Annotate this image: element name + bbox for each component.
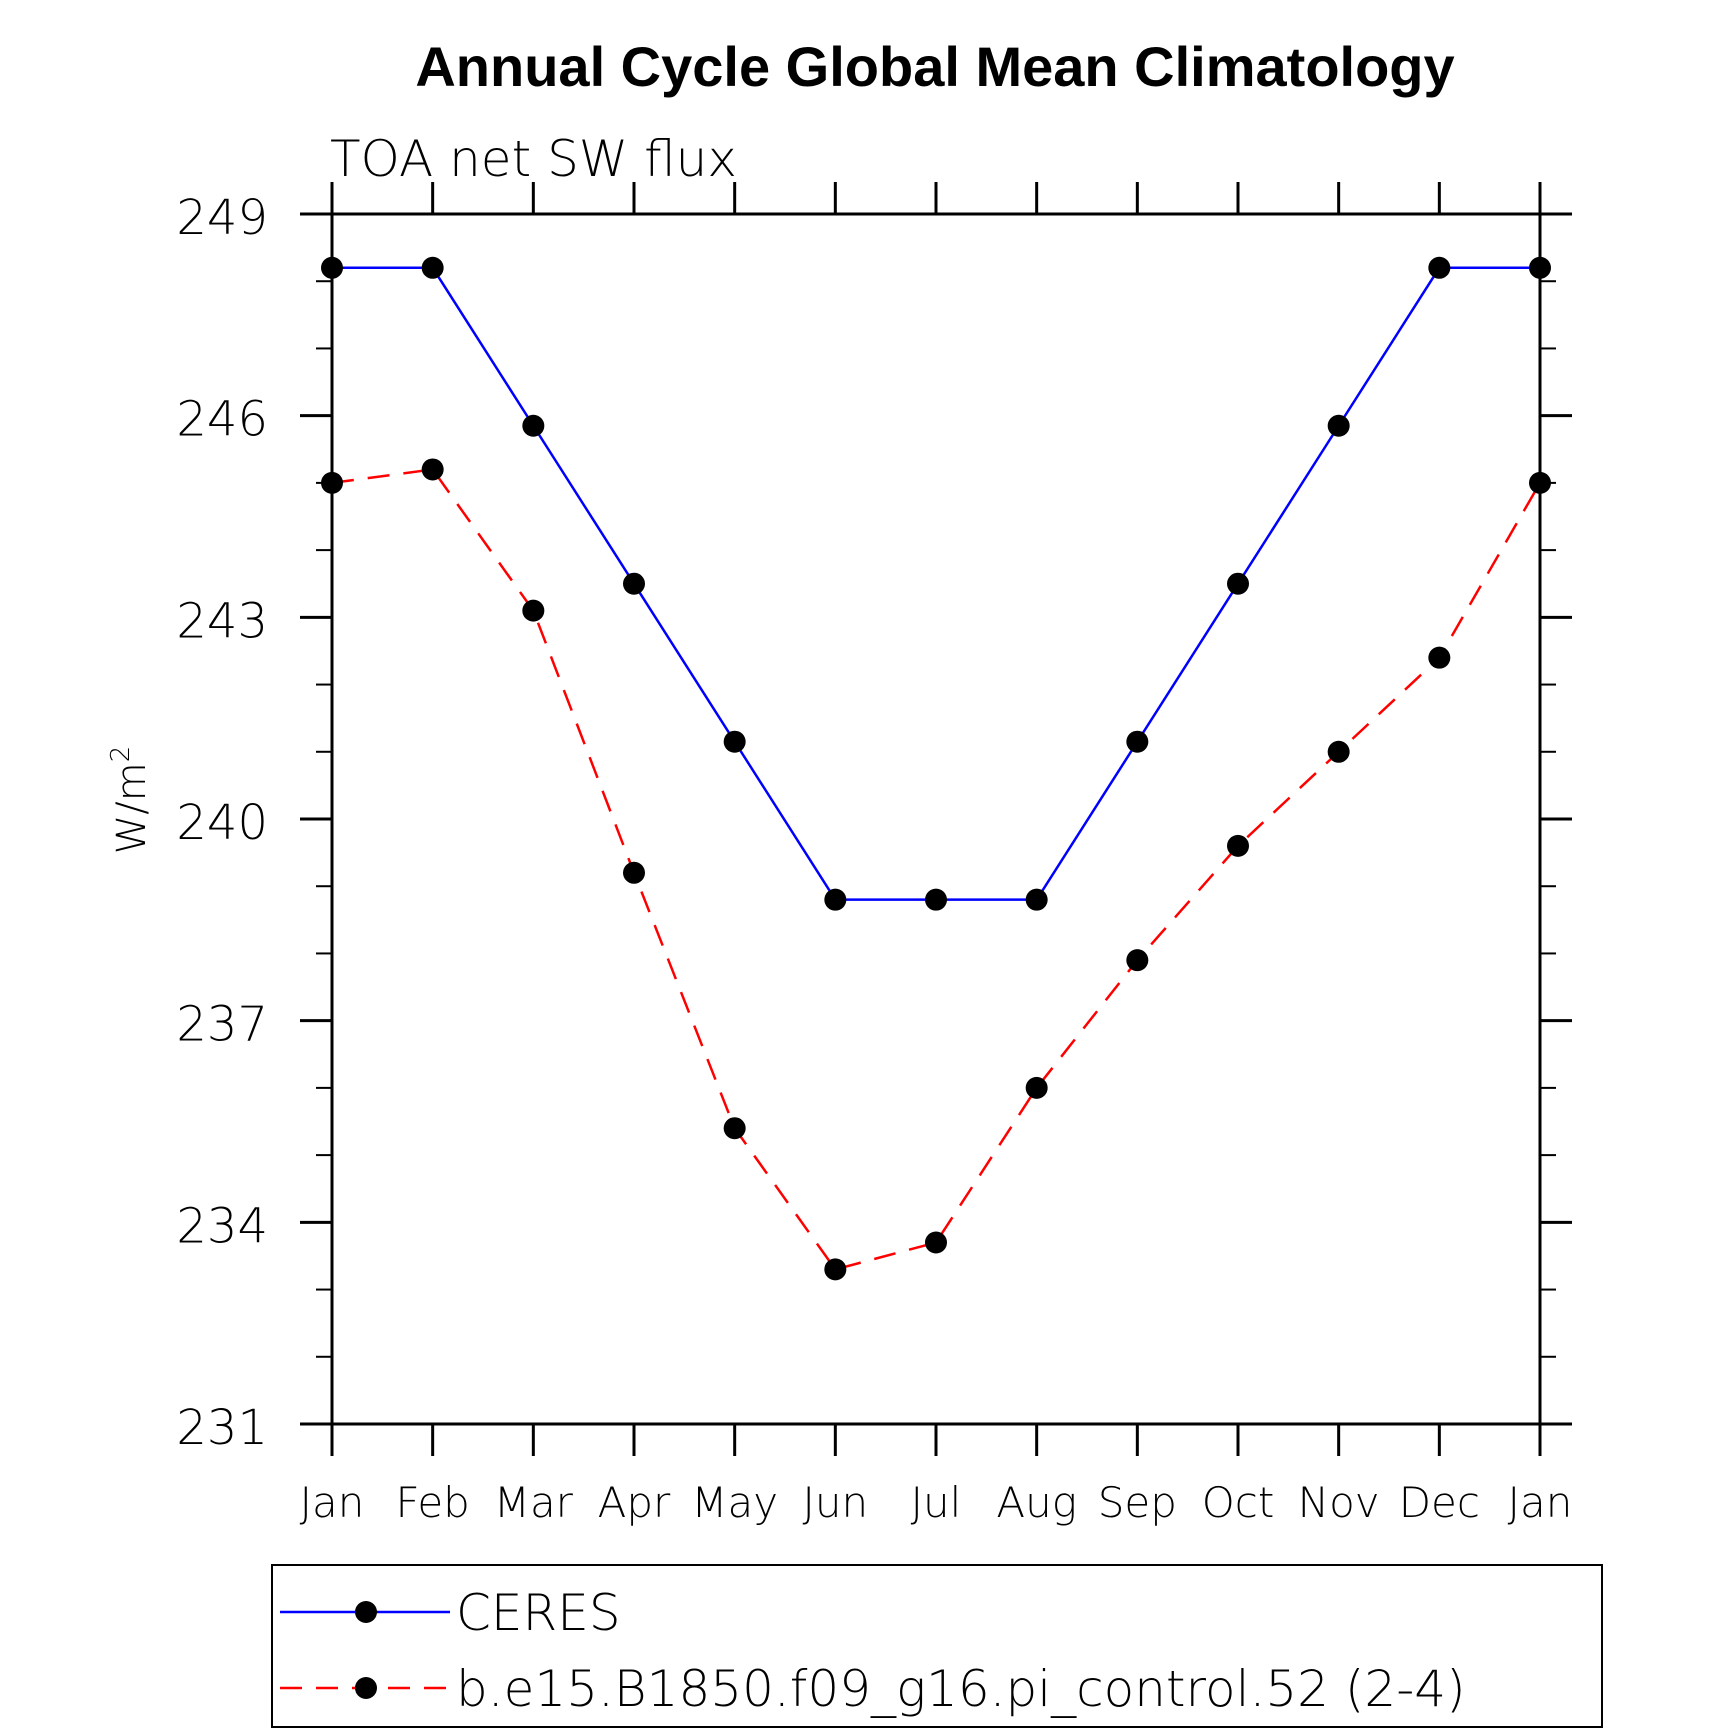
x-tick-label: Nov — [1298, 1478, 1380, 1527]
data-point-0-6 — [925, 888, 947, 911]
data-point-1-11 — [1428, 646, 1451, 669]
x-tick-label: Mar — [494, 1478, 574, 1527]
data-point-1-1 — [421, 458, 444, 481]
data-point-1-5 — [824, 1258, 847, 1281]
legend-label-1: b.e15.B1850.f09_g16.pi_control.52 (2-4) — [456, 1660, 1466, 1718]
y-axis-label-text: W/m — [109, 762, 155, 854]
data-point-1-7 — [1025, 1076, 1048, 1099]
x-tick-label: Aug — [996, 1478, 1077, 1527]
data-point-1-6 — [925, 1231, 947, 1254]
y-tick-label: 231 — [176, 1400, 268, 1456]
series-lines — [331, 266, 1542, 1271]
x-tick-label: Jan — [1508, 1478, 1573, 1527]
legend-marker-1 — [355, 1677, 377, 1699]
data-point-0-11 — [1428, 256, 1451, 279]
legend-marker-0 — [355, 1601, 377, 1623]
data-point-1-10 — [1327, 740, 1350, 763]
axis-ticks — [300, 182, 1572, 1456]
data-point-0-5 — [824, 888, 847, 911]
chart-subtitle: TOA net SW flux — [330, 130, 737, 188]
y-tick-label: 243 — [176, 593, 268, 649]
y-tick-label: 234 — [176, 1198, 268, 1254]
x-tick-labels: Jan Feb Mar Apr May Jun Jul Aug Sep Oct Nov Dec Jan — [300, 1478, 1573, 1527]
y-axis-label: W/m2 — [106, 746, 155, 855]
data-point-0-8 — [1126, 730, 1149, 753]
series-line-0 — [332, 266, 1540, 901]
x-tick-label: Sep — [1098, 1478, 1177, 1527]
legend: CERES b.e15.B1850.f09_g16.pi_control.52 (… — [271, 1564, 1603, 1728]
svg-text:W/m2: W/m2 — [106, 746, 155, 855]
data-point-1-3 — [623, 861, 645, 884]
data-point-0-3 — [623, 572, 645, 595]
series-markers — [321, 256, 1551, 1281]
data-point-1-8 — [1126, 949, 1149, 972]
chart-title: Annual Cycle Global Mean Climatology — [415, 35, 1454, 98]
data-point-1-4 — [723, 1117, 746, 1140]
series-line-1 — [331, 468, 1542, 1271]
data-point-0-10 — [1327, 414, 1350, 437]
data-point-0-4 — [723, 730, 746, 753]
x-tick-label: Jan — [300, 1478, 365, 1527]
data-point-0-2 — [522, 414, 545, 437]
x-tick-label: Feb — [395, 1478, 469, 1527]
x-tick-label: Jul — [911, 1478, 962, 1527]
legend-label-0: CERES — [456, 1584, 621, 1642]
data-point-0-7 — [1025, 888, 1048, 911]
y-tick-label: 237 — [176, 997, 268, 1053]
data-point-1-0 — [321, 471, 343, 494]
y-tick-label: 249 — [176, 190, 268, 246]
data-point-1-12 — [1529, 471, 1551, 494]
legend-box — [271, 1564, 1603, 1728]
x-tick-label: Jun — [803, 1478, 869, 1527]
data-point-0-0 — [321, 256, 343, 279]
x-tick-label: Dec — [1399, 1478, 1480, 1527]
x-tick-label: Apr — [598, 1478, 671, 1527]
data-point-1-2 — [522, 599, 545, 622]
x-tick-label: Oct — [1202, 1478, 1275, 1527]
data-point-0-1 — [421, 256, 444, 279]
y-tick-labels: 231 234 237 240 243 246 249 — [176, 190, 268, 1456]
data-point-0-9 — [1227, 572, 1249, 595]
data-point-0-12 — [1529, 256, 1551, 279]
data-point-1-9 — [1227, 834, 1249, 857]
x-tick-label: May — [691, 1478, 778, 1527]
y-tick-label: 240 — [176, 795, 268, 851]
y-axis-label-superscript: 2 — [106, 746, 136, 763]
y-tick-label: 246 — [176, 392, 268, 448]
